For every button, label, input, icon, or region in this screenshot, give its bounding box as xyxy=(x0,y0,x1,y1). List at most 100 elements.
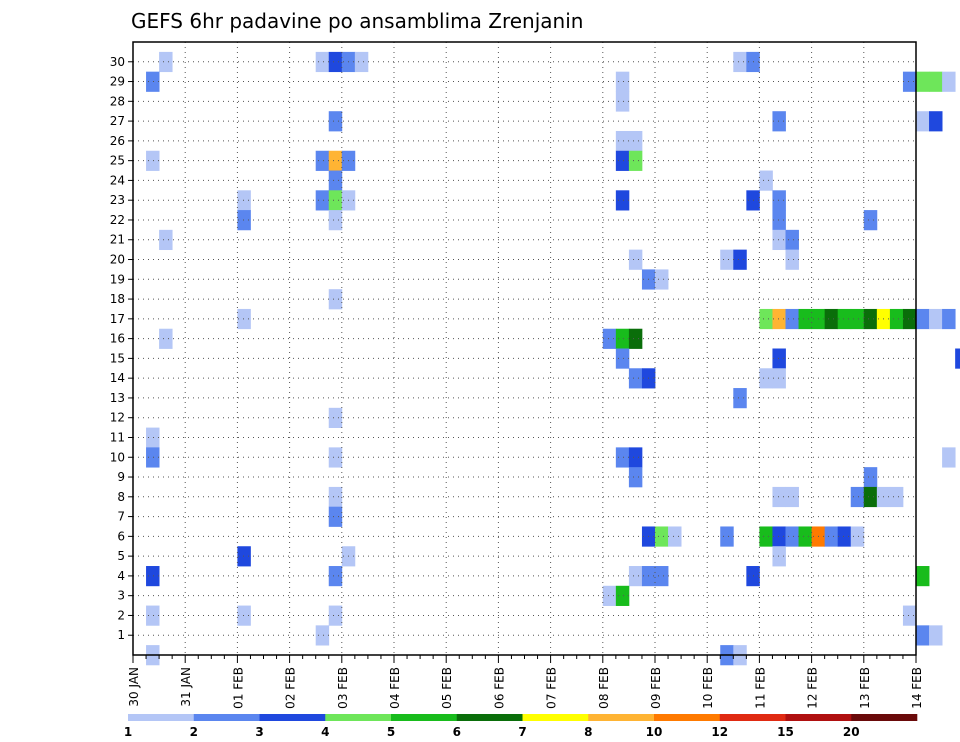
y-tick-label: 24 xyxy=(110,173,125,187)
y-tick-label: 30 xyxy=(110,55,125,69)
heatmap-cell xyxy=(328,289,343,310)
legend-label: 2 xyxy=(190,725,198,739)
x-tick-label: 03 FEB xyxy=(336,667,350,709)
heatmap-cell xyxy=(772,546,786,567)
chart-title: GEFS 6hr padavine po ansamblima Zrenjani… xyxy=(131,9,583,33)
y-tick-label: 4 xyxy=(117,569,125,583)
heatmap-cell xyxy=(615,71,630,92)
heatmap-cell xyxy=(772,348,786,369)
y-tick-label: 20 xyxy=(110,253,125,267)
x-tick-label: 05 FEB xyxy=(440,667,454,709)
legend-swatch xyxy=(654,714,721,721)
y-tick-label: 10 xyxy=(110,450,125,464)
y-tick-label: 3 xyxy=(117,589,125,603)
heatmap-cell xyxy=(628,249,643,270)
heatmap-cell xyxy=(328,170,343,191)
heatmap-cell xyxy=(328,486,343,508)
y-tick-label: 29 xyxy=(110,75,125,89)
heatmap-cell xyxy=(902,605,917,626)
x-tick-label: 08 FEB xyxy=(597,667,611,709)
color-legend: 1 2 3 4 5 6 7 8 10 12 15 20 xyxy=(124,714,918,739)
heatmap-cell xyxy=(615,585,630,606)
heatmap-cell xyxy=(759,368,773,389)
legend-swatch xyxy=(785,714,852,721)
heatmap-cell xyxy=(328,210,343,231)
heatmap-cell xyxy=(602,585,617,606)
heatmap-cell xyxy=(615,150,630,171)
heatmap-cell xyxy=(902,71,917,92)
heatmap-cell xyxy=(315,625,330,646)
y-tick-label: 25 xyxy=(110,154,125,168)
heatmap-cell xyxy=(615,348,630,369)
heatmap-cell xyxy=(772,526,786,547)
x-tick-label: 10 FEB xyxy=(701,667,715,709)
heatmap-cell xyxy=(929,111,943,132)
heatmap-cell xyxy=(668,526,682,547)
heatmap-cell xyxy=(655,269,669,290)
heatmap-cell xyxy=(772,486,786,508)
heatmap-cell xyxy=(628,368,643,389)
heatmap-cell xyxy=(942,447,956,468)
x-tick-label: 31 JAN xyxy=(179,667,193,707)
y-tick-label: 19 xyxy=(110,272,125,286)
legend-swatch xyxy=(128,714,195,721)
heatmap-cell xyxy=(772,368,786,389)
legend-label: 1 xyxy=(124,725,132,739)
heatmap-cell xyxy=(798,308,812,330)
heatmap-cell xyxy=(733,249,747,270)
legend-label: 20 xyxy=(843,725,860,739)
heatmap-cell xyxy=(916,71,930,92)
y-tick-label: 27 xyxy=(110,114,125,128)
heatmap-cell xyxy=(863,486,878,508)
y-tick-label: 16 xyxy=(110,332,125,346)
heatmap-cell xyxy=(146,71,160,92)
heatmap-cell xyxy=(615,130,630,152)
heatmap-cell xyxy=(772,190,786,211)
heatmap-cell xyxy=(902,308,917,330)
legend-swatch xyxy=(391,714,458,721)
heatmap-cell xyxy=(889,486,904,508)
heatmap-cell xyxy=(628,467,643,488)
y-tick-label: 9 xyxy=(117,470,125,484)
heatmap-cell xyxy=(615,328,630,349)
x-tick-label: 07 FEB xyxy=(545,667,559,709)
legend-label: 10 xyxy=(646,725,663,739)
heatmap-cell xyxy=(628,447,643,468)
x-tick-label: 30 JAN xyxy=(127,667,141,707)
heatmap-cell xyxy=(615,91,630,112)
heatmap-cell xyxy=(929,308,943,330)
heatmap-cell xyxy=(850,308,865,330)
heatmap-cell xyxy=(146,447,160,468)
heatmap-cell xyxy=(759,526,773,547)
heatmap-cell xyxy=(328,506,343,527)
y-tick-label: 2 xyxy=(117,608,125,622)
heatmap-cell xyxy=(655,566,669,587)
heatmap-cell xyxy=(850,486,865,508)
heatmap-cell xyxy=(720,249,734,270)
legend-swatch xyxy=(588,714,655,721)
heatmap-cell xyxy=(328,190,343,211)
legend-swatch xyxy=(259,714,326,721)
heatmap-cell xyxy=(159,51,173,73)
legend-swatch xyxy=(456,714,523,721)
x-tick-label: 02 FEB xyxy=(284,667,298,709)
y-axis: 1234567891011121314151617181920212223242… xyxy=(110,55,133,642)
heatmap-cell xyxy=(628,130,643,152)
legend-label: 8 xyxy=(584,725,592,739)
heatmap-cell xyxy=(146,605,160,626)
heatmap-cell xyxy=(733,51,747,73)
y-tick-label: 8 xyxy=(117,490,125,504)
heatmap-cell xyxy=(328,605,343,626)
legend-label: 15 xyxy=(777,725,794,739)
y-tick-label: 7 xyxy=(117,510,125,524)
y-tick-label: 26 xyxy=(110,134,125,148)
legend-label: 3 xyxy=(255,725,263,739)
heatmap-cell xyxy=(328,447,343,468)
grid-lines xyxy=(133,42,916,655)
heatmap-cell xyxy=(785,229,799,251)
heatmap-cell xyxy=(315,190,330,211)
heatmap-cell xyxy=(772,210,786,231)
x-tick-label: 01 FEB xyxy=(231,667,245,709)
heatmap-cell xyxy=(837,308,852,330)
